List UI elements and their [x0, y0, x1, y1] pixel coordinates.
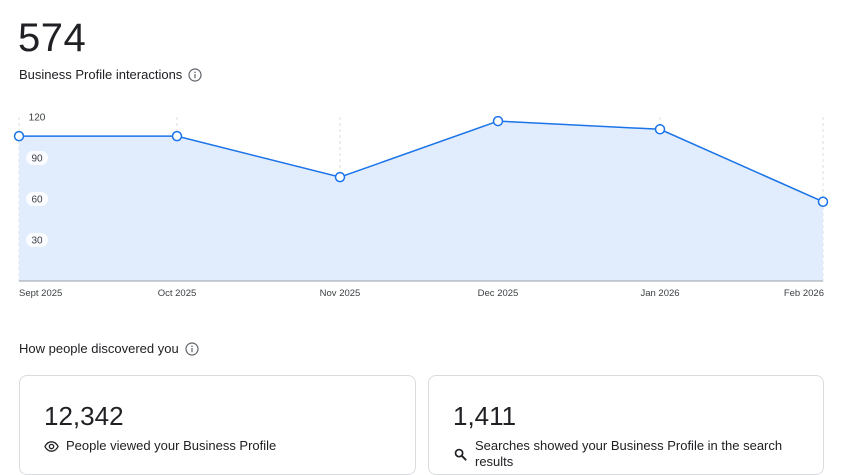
interactions-label: Business Profile interactions [19, 67, 183, 82]
search-icon [453, 447, 468, 462]
y-tick-label: 60 [31, 195, 43, 206]
search-appearances-label: Searches showed your Business Profile in… [475, 438, 783, 469]
info-icon[interactable] [185, 342, 199, 356]
discovery-title: How people discovered you [19, 341, 179, 356]
y-tick-30: 30 [26, 233, 48, 247]
data-point-4[interactable] [654, 124, 666, 135]
profile-views-value: 12,342 [44, 401, 124, 431]
y-tick-label: 90 [31, 154, 43, 165]
search-appearances-label-row: Searches showed your Business Profile in… [453, 438, 823, 470]
search-appearances-card[interactable]: 1,411 Searches showed your Business Prof… [428, 375, 824, 475]
y-tick-label: 120 [29, 113, 46, 124]
interactions-heading: Business Profile interactions [19, 66, 202, 84]
discovery-heading: How people discovered you [19, 340, 199, 358]
x-tick-label-3: Dec 2025 [478, 288, 519, 299]
y-tick-60: 60 [26, 192, 48, 206]
x-tick-label-0: Sept 2025 [19, 288, 62, 299]
x-tick-label-4: Jan 2026 [640, 288, 679, 299]
x-tick-label-5: Feb 2026 [784, 288, 824, 299]
x-tick-label-2: Nov 2025 [320, 288, 361, 299]
profile-views-label: People viewed your Business Profile [66, 438, 277, 453]
profile-views-card[interactable]: 12,342 People viewed your Business Profi… [19, 375, 416, 475]
interactions-line [19, 120, 824, 203]
interactions-area [19, 121, 823, 281]
info-icon[interactable] [188, 68, 202, 82]
data-point-5[interactable] [817, 196, 829, 207]
eye-icon [44, 439, 59, 454]
data-point-2[interactable] [334, 171, 346, 183]
interactions-chart: 30 60 90 120 Sept 2025 Oct 2025 Nov 2025 Dec 2… [13, 113, 829, 299]
y-tick-label: 30 [31, 236, 43, 247]
data-point-0[interactable] [13, 130, 25, 142]
profile-views-label-row: People viewed your Business Profile [44, 438, 276, 454]
data-point-1[interactable] [171, 130, 183, 142]
search-appearances-value: 1,411 [453, 401, 517, 431]
y-tick-120: 120 [29, 113, 46, 124]
interactions-total: 574 [18, 16, 87, 60]
x-tick-label-1: Oct 2025 [158, 288, 197, 299]
data-point-3[interactable] [492, 115, 504, 127]
y-tick-90: 90 [26, 151, 48, 165]
